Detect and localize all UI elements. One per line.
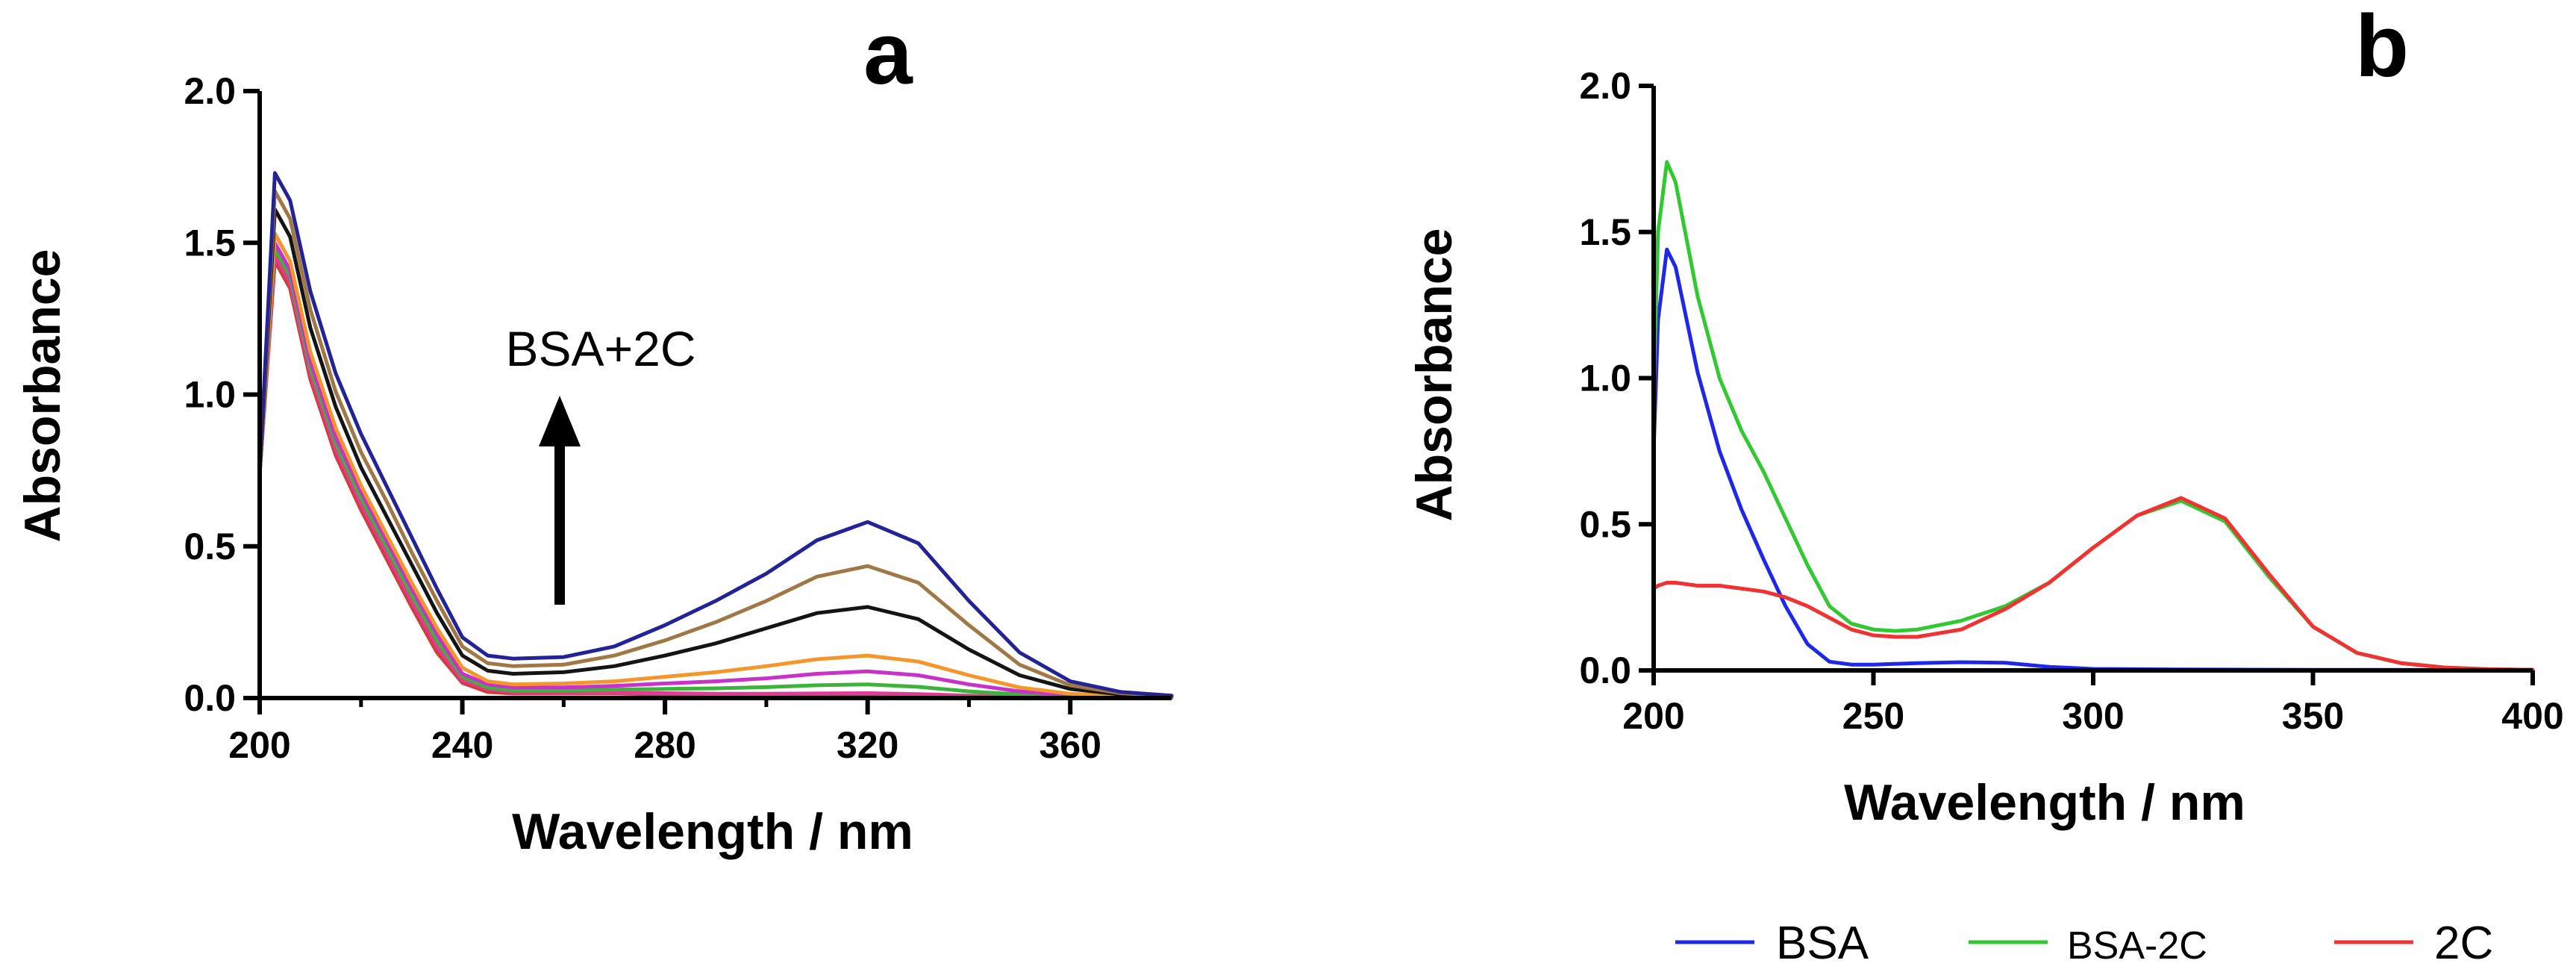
panel-a-ticks: 0.0 0.5 1.0 1.5 2.0 200 240 280 320 360 [184, 70, 1101, 766]
panel-a-series-line-8 [257, 171, 1174, 698]
y-tick-label: 1.5 [1579, 211, 1631, 253]
legend-label-bsa-2c: BSA-2C [2067, 924, 2207, 968]
x-tick-label: 300 [2062, 695, 2124, 737]
panel-a-axes [257, 91, 1172, 700]
y-tick-label: 0.5 [1579, 503, 1631, 545]
x-tick-label: 400 [2501, 695, 2563, 737]
panel-b-axes [1651, 86, 2533, 673]
annotation-label: BSA+2C [506, 321, 696, 376]
x-tick-label: 350 [2282, 695, 2344, 737]
chart-panel-a: a Absorbance Wavelength / nm 0.0 0.5 1.0 1.… [14, 4, 1174, 860]
x-tick-label: 280 [634, 724, 695, 766]
panel-a-letter: a [863, 4, 913, 103]
legend-label-2c: 2C [2434, 918, 2493, 969]
panel-a-series-line-5 [257, 231, 1174, 700]
panel-a-series-line-6 [257, 208, 1174, 699]
y-tick-label: 0.5 [184, 526, 236, 567]
x-tick-label: 200 [228, 724, 290, 766]
x-tick-label: 250 [1842, 695, 1904, 737]
panel-b-ylabel: Absorbance [1406, 228, 1463, 522]
legend-label-bsa: BSA [1776, 918, 1869, 969]
y-tick-label: 0.0 [1579, 650, 1631, 691]
legend: BSA BSA-2C 2C [1675, 918, 2493, 969]
y-tick-label: 1.5 [184, 222, 236, 264]
x-tick-label: 240 [431, 724, 493, 766]
panel-a-xlabel: Wavelength / nm [512, 803, 913, 860]
y-tick-label: 1.0 [1579, 358, 1631, 399]
panel-a-ylabel: Absorbance [14, 249, 71, 543]
x-tick-label: 200 [1622, 695, 1684, 737]
x-tick-label: 360 [1040, 724, 1101, 766]
panel-a-series-line-7 [257, 189, 1174, 699]
panel-a-series-line-4 [257, 240, 1174, 700]
panel-b-letter: b [2355, 0, 2409, 96]
panel-a-series-line-2 [257, 253, 1174, 700]
panel-b-xlabel: Wavelength / nm [1844, 774, 2245, 831]
panel-b-series-line-2c [1651, 496, 2535, 672]
panel-b-series-line-bsa [1651, 247, 2535, 673]
y-tick-label: 1.0 [184, 374, 236, 416]
panel-a-series-line-1 [257, 259, 1174, 700]
panel-a-series [257, 171, 1174, 700]
annotation-arrow-head [539, 396, 581, 446]
panel-b-series-line-bsa-2c [1651, 160, 2535, 672]
panel-b-ticks: 0.0 0.5 1.0 1.5 2.0 200 250 300 350 400 [1579, 65, 2563, 737]
y-tick-label: 2.0 [184, 70, 236, 112]
y-tick-label: 0.0 [184, 677, 236, 719]
panel-a-series-line-3 [257, 246, 1174, 700]
y-tick-label: 2.0 [1579, 65, 1631, 107]
chart-panel-b: b Absorbance Wavelength / nm 0.0 0.5 1.0 1.… [1406, 0, 2564, 969]
panel-b-series [1651, 160, 2535, 673]
x-tick-label: 320 [837, 724, 898, 766]
